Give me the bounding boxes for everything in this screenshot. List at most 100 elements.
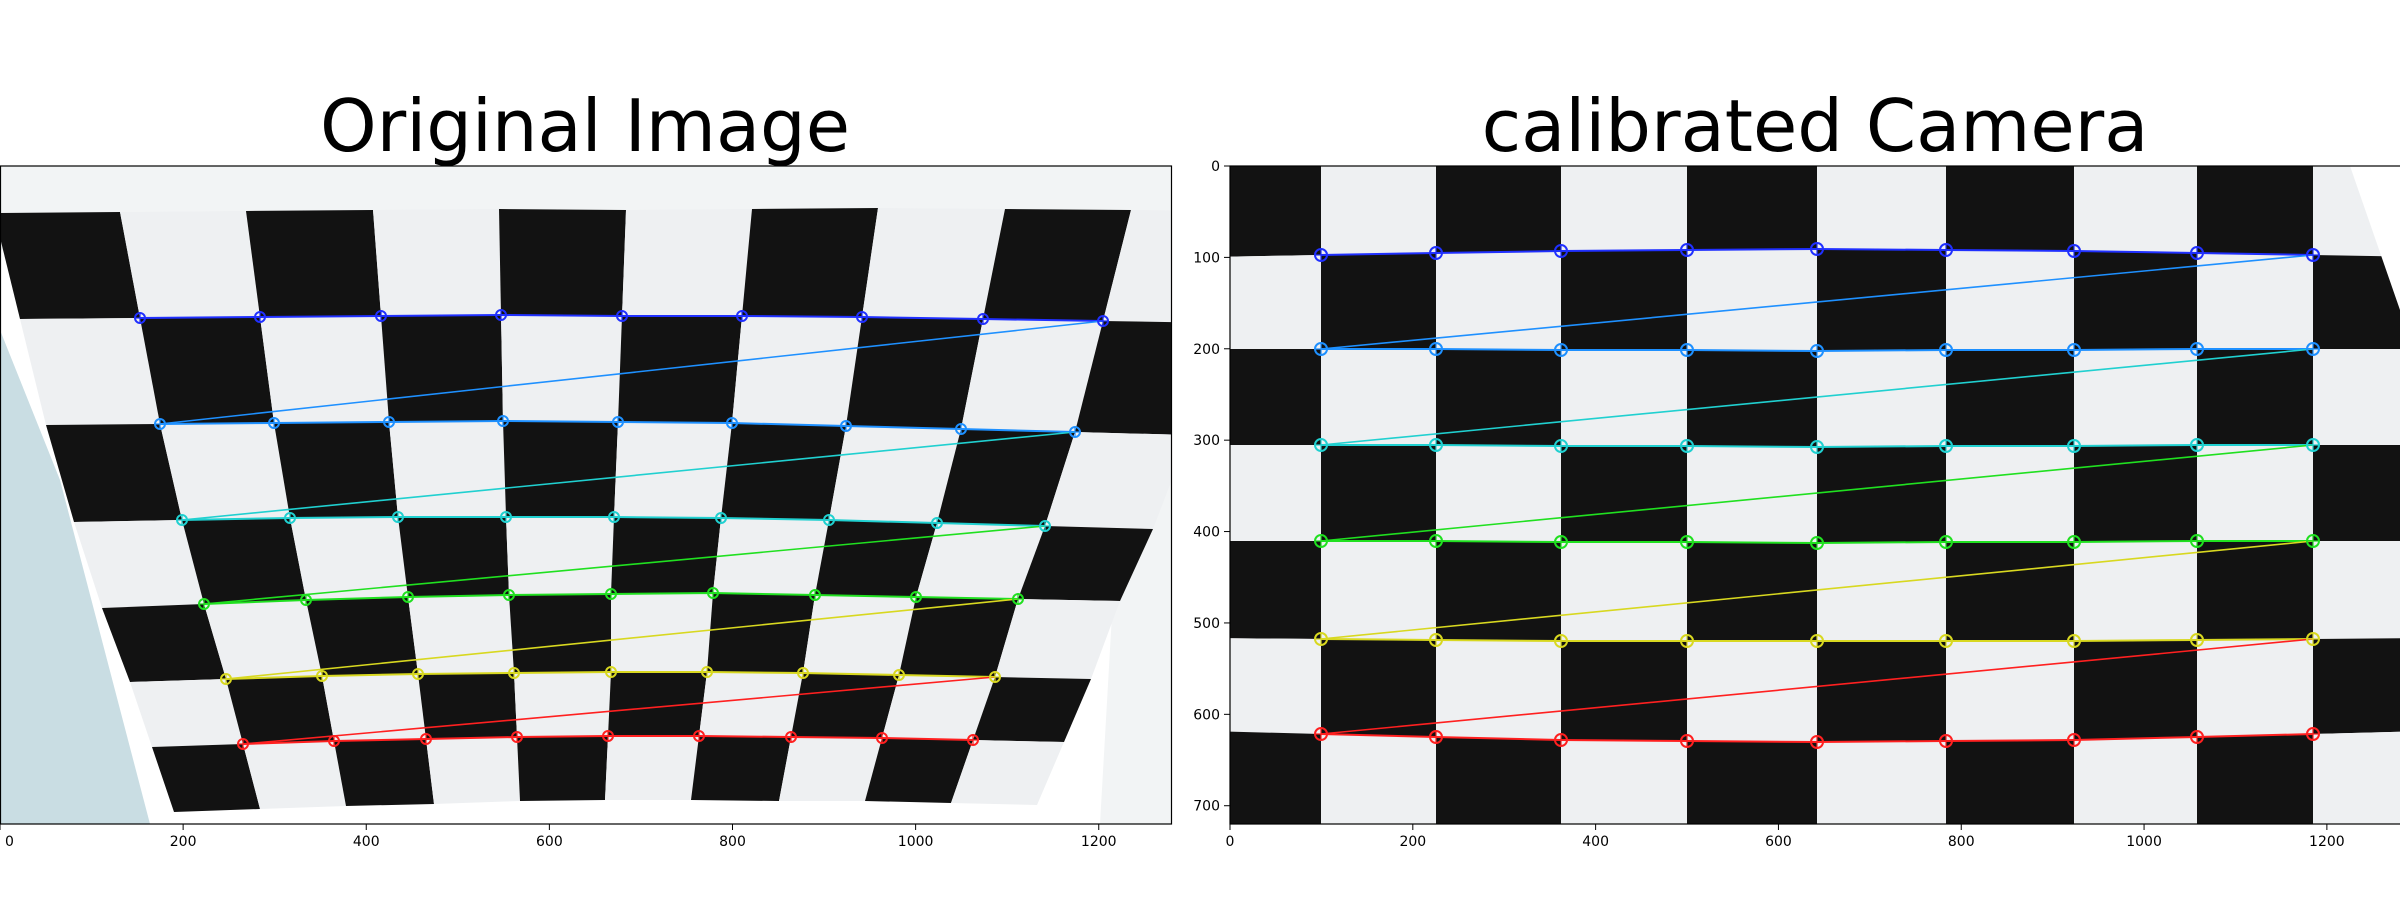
right-xtick-label: 800 <box>1948 834 1975 850</box>
left-board-square <box>46 424 182 522</box>
left-board-square <box>204 600 322 679</box>
left-xtick-label: 800 <box>719 834 746 850</box>
left-board-square <box>290 517 408 600</box>
right-board-square <box>1817 350 1946 447</box>
left-board-square <box>226 676 334 744</box>
right-board-square <box>2313 349 2400 445</box>
right-ytick-label: 700 <box>1193 799 1220 815</box>
left-board-square <box>373 209 501 316</box>
left-board-square <box>0 212 140 319</box>
right-board-square <box>1561 542 1687 641</box>
right-board-square <box>2197 541 2313 640</box>
left-board-square <box>381 315 503 422</box>
original-image-panel <box>0 166 1172 824</box>
right-board-square <box>1817 741 1946 824</box>
right-board-square <box>1436 640 1561 740</box>
left-board-square <box>152 744 260 812</box>
left-board-square <box>102 604 226 682</box>
left-board-square <box>1075 321 1172 435</box>
left-board-square <box>983 209 1131 321</box>
right-board-square <box>1436 445 1561 542</box>
left-row-connector-line <box>242 676 996 745</box>
right-board-square <box>1946 166 2074 251</box>
left-board-square <box>260 316 389 423</box>
left-tick-labels: 0 200 400 600 800 1000 1200 <box>0 824 1117 850</box>
left-xtick-label: 1000 <box>898 834 934 850</box>
left-board-square <box>605 736 699 800</box>
right-board-square <box>1817 166 1946 250</box>
title-original-image: Original Image <box>319 84 851 168</box>
left-board-square <box>846 317 983 429</box>
right-ytick-label: 300 <box>1193 433 1220 449</box>
left-board-square <box>426 737 520 804</box>
left-board-square <box>182 518 306 604</box>
left-board-square <box>140 317 274 424</box>
right-board-square <box>1230 445 1321 541</box>
left-board-square <box>916 523 1045 599</box>
right-xtick-label: 600 <box>1765 834 1792 850</box>
left-board-square <box>611 593 713 672</box>
left-board-square <box>622 209 752 316</box>
left-board-square <box>779 737 882 801</box>
right-board-square <box>1687 641 1817 742</box>
left-board-square <box>418 673 517 739</box>
left-board-square <box>815 520 937 597</box>
right-board-square <box>1321 349 1436 445</box>
right-board-square <box>1230 638 1321 734</box>
right-board-square <box>1687 249 1817 351</box>
left-axes-frame <box>0 165 1173 825</box>
left-board-square <box>408 595 514 674</box>
left-board-square <box>973 677 1091 742</box>
right-board-square <box>1561 641 1687 741</box>
left-board-square <box>306 597 418 676</box>
right-board-square <box>2074 541 2197 641</box>
right-ytick-label: 0 <box>1211 159 1220 175</box>
right-row-connector-line <box>1320 444 2314 542</box>
left-board-square <box>246 210 381 317</box>
right-board-square <box>2313 445 2400 541</box>
left-board-square <box>120 211 260 318</box>
right-board-square <box>1230 255 1321 349</box>
right-ytick-label: 100 <box>1193 250 1220 266</box>
left-board-square <box>713 518 829 595</box>
right-board-square <box>1687 446 1817 543</box>
right-board-square <box>1321 166 1436 255</box>
left-row-connector-line <box>159 320 1104 425</box>
left-xtick-label: 1200 <box>1081 834 1117 850</box>
left-board-square <box>1045 432 1172 529</box>
right-board-square <box>1817 641 1946 742</box>
right-board-square <box>1561 740 1687 824</box>
right-board-square <box>2074 166 2197 253</box>
right-board-square <box>1817 446 1946 543</box>
left-board-square <box>506 517 614 595</box>
right-ytick-label: 400 <box>1193 525 1220 541</box>
left-board-square <box>862 208 1005 319</box>
left-board-square <box>160 423 290 520</box>
right-board-square <box>1561 166 1687 251</box>
left-board-square <box>130 679 243 747</box>
right-board-square <box>2197 166 2313 255</box>
right-board-square <box>1946 446 2074 542</box>
right-row-connector-line <box>1320 540 2314 640</box>
right-row-connector-line <box>1320 254 2314 350</box>
left-row-connector-line <box>181 431 1076 521</box>
left-xtick-label: 400 <box>353 834 380 850</box>
right-axes-frame <box>1229 165 2400 825</box>
left-row-connector-line <box>225 598 1019 680</box>
right-board-square <box>1817 249 1946 351</box>
left-board-square <box>1103 210 1172 323</box>
left-board-square <box>899 597 1018 677</box>
left-board-square <box>803 595 916 675</box>
right-board-square <box>1946 641 2074 741</box>
left-board-square <box>514 672 611 737</box>
right-board-square <box>1436 349 1561 446</box>
right-board-square <box>2074 445 2197 542</box>
right-board-square <box>1687 741 1817 824</box>
left-board-square <box>334 739 434 806</box>
right-board-square <box>2313 541 2400 639</box>
left-board-square <box>398 517 509 597</box>
right-board-square <box>2197 445 2313 541</box>
right-board-square <box>1946 740 2074 824</box>
left-board-square <box>503 421 618 517</box>
